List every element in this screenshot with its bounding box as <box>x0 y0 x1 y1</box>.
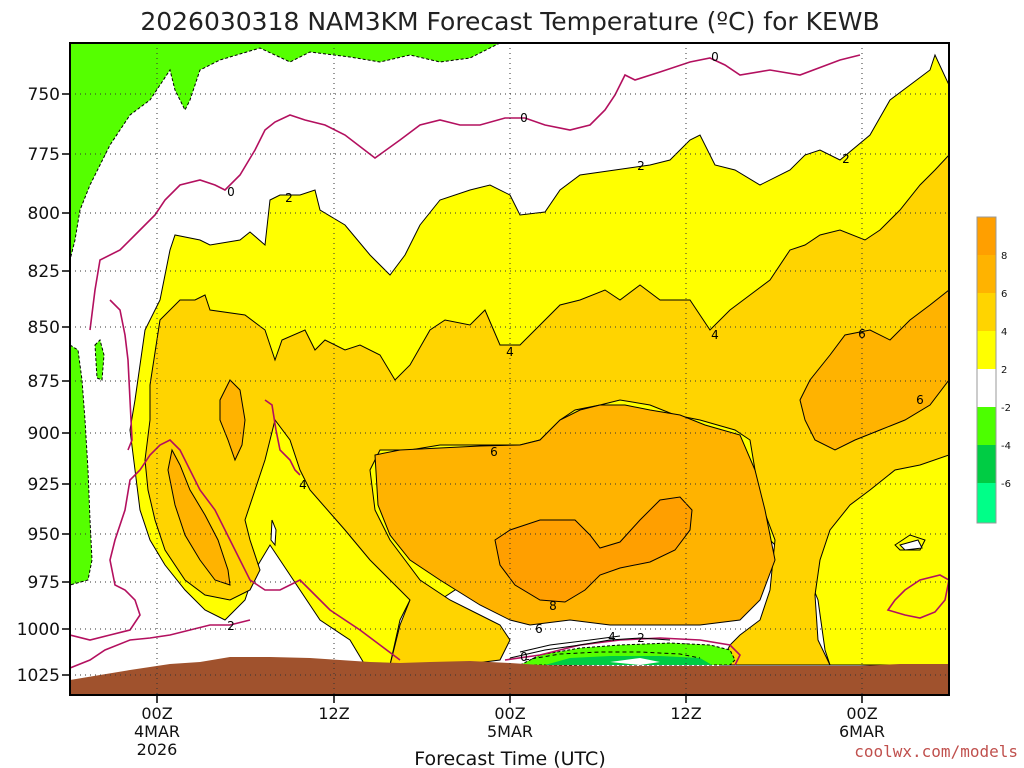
x-tick-sublabel: 4MAR <box>134 722 180 741</box>
contour-label: 6 <box>858 327 866 341</box>
white-pocket-right <box>899 539 923 551</box>
x-tick-sublabel: 2026 <box>137 740 178 759</box>
contour-label: 0 <box>227 185 235 199</box>
x-tick-sublabel: 5MAR <box>487 722 533 741</box>
contour-label: 0 <box>520 111 528 125</box>
legend-tick-label: 2 <box>1001 365 1007 376</box>
legend-swatch <box>977 331 996 369</box>
contour-label: 6 <box>916 393 924 407</box>
fill-near-zero-surface <box>610 658 660 665</box>
contour-label: 2 <box>227 619 235 633</box>
ground-terrain <box>70 657 949 695</box>
zero-line-surface <box>504 637 741 666</box>
fill-6-to-8-right <box>799 289 949 451</box>
x-axis-label: Forecast Time (UTC) <box>414 748 605 768</box>
legend-tick-label: -4 <box>1001 441 1011 452</box>
legend-swatch <box>977 407 996 445</box>
legend-tick-label: -2 <box>1001 403 1011 414</box>
y-tick-label: 975 <box>28 573 60 593</box>
contour-label: 2 <box>842 152 850 166</box>
legend-swatch <box>977 217 996 255</box>
y-tick-label: 750 <box>28 85 60 105</box>
isotherm-4-surface <box>519 635 621 653</box>
contour-label: 0 <box>711 50 719 64</box>
contour-label: 6 <box>490 445 498 459</box>
contour-label: 2 <box>285 191 293 205</box>
fill-8-to-10 <box>494 496 693 603</box>
fill-below-neg2-left <box>70 344 93 586</box>
zero-line-left-loop <box>109 299 133 451</box>
contour-label: 4 <box>506 345 514 359</box>
zero-line-right-loop <box>886 574 949 619</box>
fill-6-to-8 <box>374 404 776 626</box>
contour-label: 2 <box>637 631 645 645</box>
y-tick-label: 900 <box>28 424 60 444</box>
contour-label: 4 <box>608 630 616 644</box>
contour-label: 6 <box>535 622 543 636</box>
legend-swatch <box>977 255 996 293</box>
legend-swatch <box>977 483 996 523</box>
zero-line-upper <box>89 54 861 331</box>
y-tick-label: 950 <box>28 525 60 545</box>
x-tick-label: 00Z <box>494 704 525 723</box>
x-axis: 00Z 4MAR 2026 12Z 00Z 5MAR 12Z 00Z 6MAR <box>134 695 885 759</box>
legend-tick-label: 6 <box>1001 289 1007 300</box>
x-tick-label: 12Z <box>318 704 349 723</box>
dashed-isotherm-surface <box>524 651 701 661</box>
y-tick-label: 875 <box>28 372 60 392</box>
zero-line-lower-left-2 <box>70 619 251 669</box>
legend-tick-label: 8 <box>1001 251 1007 262</box>
x-tick-sublabel: 6MAR <box>839 722 885 741</box>
contour-label: 2 <box>637 159 645 173</box>
y-tick-label: 1000 <box>17 620 60 640</box>
y-tick-label: 775 <box>28 145 60 165</box>
y-tick-label: 800 <box>28 204 60 224</box>
chart-title: 2026030318 NAM3KM Forecast Temperature (… <box>140 7 879 36</box>
legend-swatch <box>977 445 996 483</box>
fill-6-to-8-blob <box>219 379 246 462</box>
color-legend: 8 6 4 2 -2 -4 -6 <box>976 216 1011 524</box>
zero-line-lower-left <box>70 439 401 661</box>
legend-swatch <box>977 293 996 331</box>
contour-label: 4 <box>711 328 719 342</box>
zero-line-mid <box>264 399 301 476</box>
y-axis: 750 775 800 825 850 875 900 925 950 975 … <box>17 85 70 686</box>
x-tick-label: 12Z <box>670 704 701 723</box>
isotherm-2-surface <box>509 637 671 659</box>
contour-label: 0 <box>520 650 528 664</box>
x-tick-label: 00Z <box>846 704 877 723</box>
fill-below-neg2-blob <box>94 339 105 381</box>
credit-text: coolwx.com/models <box>854 742 1018 761</box>
x-tick-label: 00Z <box>141 704 172 723</box>
legend-tick-label: -6 <box>1001 479 1011 490</box>
legend-tick-label: 4 <box>1001 327 1007 338</box>
fill-4-to-6 <box>144 154 949 666</box>
y-tick-label: 1025 <box>17 666 60 686</box>
legend-swatch <box>977 369 996 407</box>
y-tick-label: 850 <box>28 318 60 338</box>
y-tick-label: 825 <box>28 262 60 282</box>
contour-label: 8 <box>549 599 557 613</box>
contour-labels: 0 0 0 0 2 2 2 2 2 4 4 4 4 6 6 6 6 8 <box>227 50 924 664</box>
white-pocket <box>270 519 277 547</box>
fill-below-neg2-upper <box>70 43 501 261</box>
contour-label: 4 <box>299 478 307 492</box>
grid-vertical <box>156 43 863 695</box>
fill-6-to-8-left <box>167 448 231 586</box>
legend-frame <box>976 216 997 524</box>
y-tick-label: 925 <box>28 475 60 495</box>
